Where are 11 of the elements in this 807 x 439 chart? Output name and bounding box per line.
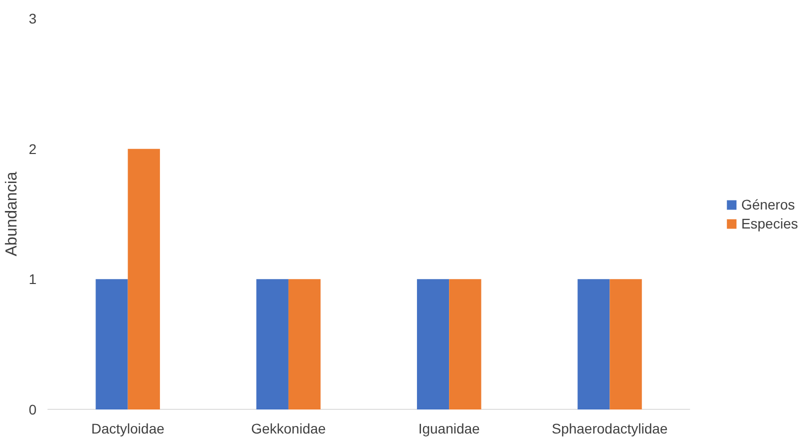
y-tick-label: 2 (28, 140, 37, 157)
legend-label: Especies (741, 215, 798, 231)
legend-label: Géneros (741, 196, 795, 212)
y-tick-label: 1 (28, 271, 37, 288)
y-tick-label: 3 (28, 10, 37, 26)
x-tick-label: Dactyloidae (91, 420, 165, 436)
x-tick-label: Gekkonidae (251, 420, 326, 436)
y-tick-label: 0 (28, 402, 37, 418)
x-tick-label: Iguanidae (418, 420, 480, 436)
y-axis-title: Abundancia (4, 172, 21, 256)
x-tick-label: Sphaerodactylidae (552, 420, 668, 436)
